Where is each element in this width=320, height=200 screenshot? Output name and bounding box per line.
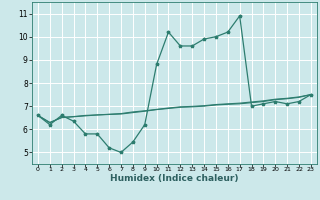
X-axis label: Humidex (Indice chaleur): Humidex (Indice chaleur) [110,174,239,183]
